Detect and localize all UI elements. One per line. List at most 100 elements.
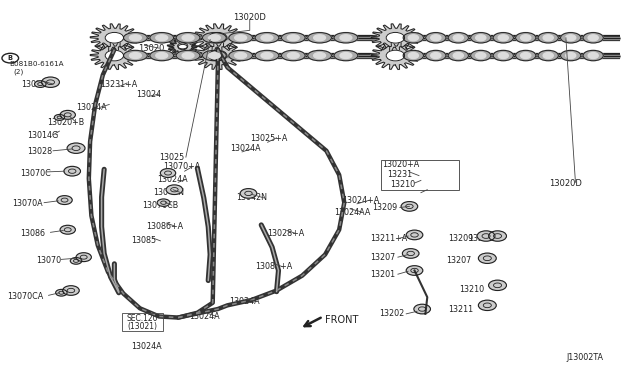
Polygon shape	[90, 42, 138, 70]
Ellipse shape	[287, 52, 300, 58]
Text: 13070A: 13070A	[12, 199, 43, 208]
Circle shape	[386, 32, 404, 43]
Circle shape	[386, 50, 404, 61]
Ellipse shape	[583, 33, 604, 43]
Text: 13211+A: 13211+A	[370, 234, 407, 243]
Ellipse shape	[408, 35, 419, 41]
Circle shape	[35, 81, 46, 87]
Ellipse shape	[314, 52, 326, 58]
Circle shape	[67, 143, 85, 153]
Ellipse shape	[156, 35, 168, 41]
Circle shape	[64, 166, 81, 176]
Text: 13024A: 13024A	[76, 103, 107, 112]
Text: 13024A: 13024A	[131, 341, 162, 350]
Ellipse shape	[209, 52, 220, 58]
Text: (13021): (13021)	[127, 321, 157, 331]
Text: 13086+A: 13086+A	[147, 221, 184, 231]
Circle shape	[105, 50, 124, 61]
Ellipse shape	[516, 33, 536, 43]
Text: 13070CA: 13070CA	[7, 292, 44, 301]
Text: 13042N: 13042N	[236, 193, 267, 202]
Circle shape	[56, 289, 67, 296]
Ellipse shape	[176, 50, 200, 61]
Ellipse shape	[448, 33, 468, 43]
Polygon shape	[371, 42, 419, 70]
Circle shape	[178, 44, 188, 50]
Ellipse shape	[470, 33, 491, 43]
Circle shape	[477, 231, 495, 241]
Circle shape	[63, 286, 79, 295]
Ellipse shape	[261, 52, 273, 58]
Text: 13210: 13210	[390, 180, 415, 189]
Circle shape	[60, 110, 76, 119]
Ellipse shape	[202, 33, 226, 43]
Ellipse shape	[124, 33, 147, 43]
Text: B: B	[8, 55, 13, 61]
Ellipse shape	[476, 35, 486, 41]
Ellipse shape	[470, 50, 491, 61]
Text: 13202: 13202	[379, 310, 404, 318]
Circle shape	[414, 304, 431, 314]
Ellipse shape	[287, 35, 300, 41]
Circle shape	[478, 300, 496, 311]
Text: 13070+A: 13070+A	[164, 162, 201, 171]
Ellipse shape	[308, 50, 332, 61]
Text: 13207: 13207	[370, 253, 395, 262]
Text: 13070CB: 13070CB	[143, 201, 179, 210]
Ellipse shape	[426, 50, 446, 61]
Text: 13085: 13085	[132, 236, 157, 246]
Ellipse shape	[403, 33, 424, 43]
Text: 13070: 13070	[36, 256, 61, 265]
Text: 13231: 13231	[468, 234, 493, 243]
Ellipse shape	[588, 52, 598, 58]
Circle shape	[157, 199, 170, 206]
Ellipse shape	[314, 35, 326, 41]
Ellipse shape	[129, 52, 141, 58]
Text: J13002TA: J13002TA	[566, 353, 604, 362]
Text: 13024A: 13024A	[230, 144, 261, 153]
Text: 13210: 13210	[460, 285, 484, 294]
Ellipse shape	[229, 33, 253, 43]
Text: 13070C: 13070C	[20, 169, 51, 177]
Text: 13231: 13231	[387, 170, 412, 179]
Text: (2): (2)	[13, 68, 24, 75]
Text: 13024A: 13024A	[229, 297, 260, 306]
Text: 13207: 13207	[447, 256, 472, 265]
Text: 13020D: 13020D	[548, 179, 582, 187]
Text: 13209: 13209	[448, 234, 473, 243]
Ellipse shape	[543, 52, 553, 58]
Ellipse shape	[521, 52, 531, 58]
Ellipse shape	[543, 35, 553, 41]
Circle shape	[240, 189, 257, 198]
Text: 13024+A: 13024+A	[342, 196, 380, 205]
Text: 13024: 13024	[136, 90, 161, 99]
Ellipse shape	[431, 35, 441, 41]
Ellipse shape	[334, 50, 358, 61]
Polygon shape	[194, 42, 242, 70]
Ellipse shape	[561, 50, 581, 61]
Polygon shape	[194, 24, 242, 52]
Ellipse shape	[235, 52, 246, 58]
Ellipse shape	[453, 52, 463, 58]
Ellipse shape	[588, 35, 598, 41]
Ellipse shape	[235, 35, 246, 41]
Circle shape	[488, 231, 506, 241]
Ellipse shape	[209, 35, 220, 41]
Circle shape	[54, 115, 65, 121]
Ellipse shape	[156, 52, 168, 58]
Ellipse shape	[229, 50, 253, 61]
Ellipse shape	[498, 35, 508, 41]
Ellipse shape	[476, 52, 486, 58]
Text: 13020+B: 13020+B	[47, 118, 84, 127]
Circle shape	[209, 50, 227, 61]
Ellipse shape	[340, 35, 352, 41]
Ellipse shape	[182, 35, 194, 41]
Ellipse shape	[334, 33, 358, 43]
Circle shape	[401, 202, 418, 211]
Ellipse shape	[308, 33, 332, 43]
Text: 13028+A: 13028+A	[268, 229, 305, 238]
Ellipse shape	[538, 50, 558, 61]
Text: 13024AA: 13024AA	[334, 208, 371, 217]
Ellipse shape	[124, 50, 147, 61]
Text: 13020+A: 13020+A	[383, 160, 420, 169]
